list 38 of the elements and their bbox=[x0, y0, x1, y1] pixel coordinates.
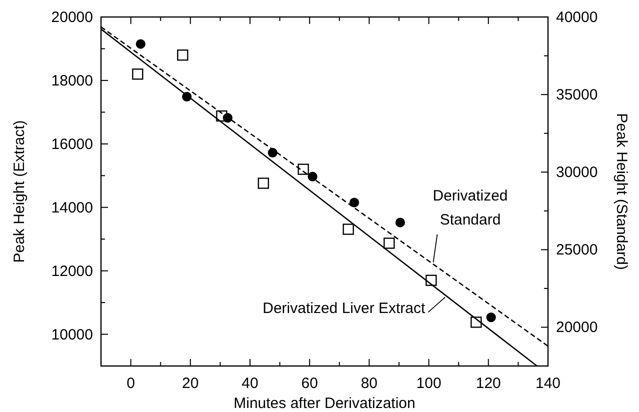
point bbox=[486, 312, 496, 322]
point bbox=[426, 274, 437, 286]
x-tick-label: 100 bbox=[416, 375, 442, 392]
x-tick-label: 40 bbox=[242, 375, 258, 392]
point bbox=[384, 238, 395, 249]
x-tick-label: 20 bbox=[182, 375, 199, 392]
point bbox=[136, 39, 146, 49]
x-axis-title: Minutes after Derivatization bbox=[234, 395, 416, 412]
annotation: Derivatized Liver Extract bbox=[262, 300, 426, 318]
x-tick-label: 60 bbox=[301, 375, 318, 392]
point bbox=[268, 148, 278, 158]
annotation: Derivatized Standard bbox=[432, 187, 508, 228]
y2-tick-label: 20000 bbox=[556, 319, 598, 336]
y-tick-label: 14000 bbox=[51, 199, 93, 216]
point bbox=[177, 49, 188, 61]
point bbox=[132, 68, 144, 80]
point bbox=[258, 178, 270, 189]
point bbox=[470, 316, 482, 328]
point bbox=[395, 218, 405, 228]
y2-tick-label: 35000 bbox=[556, 86, 598, 104]
y-axis-title: Peak Height (Extract) bbox=[11, 120, 28, 263]
point bbox=[342, 224, 354, 235]
x-tick-label: 140 bbox=[535, 375, 561, 392]
x-tick-label: 0 bbox=[126, 375, 135, 392]
y-tick-label: 12000 bbox=[51, 262, 93, 280]
y-tick-label: 18000 bbox=[51, 72, 93, 90]
y-tick-label: 20000 bbox=[51, 9, 93, 26]
x-tick-label: 80 bbox=[360, 375, 378, 392]
point bbox=[298, 164, 309, 175]
y-tick-label: 10000 bbox=[51, 326, 93, 344]
y2-axis-title: Peak Height (Standard) bbox=[613, 113, 630, 270]
y-tick-label: 16000 bbox=[51, 136, 93, 153]
y2-tick-label: 40000 bbox=[556, 9, 598, 26]
point bbox=[216, 110, 228, 122]
x-tick-label: 120 bbox=[476, 375, 501, 392]
y2-tick-label: 25000 bbox=[556, 242, 598, 259]
point bbox=[350, 198, 360, 208]
y2-tick-label: 30000 bbox=[556, 164, 598, 182]
